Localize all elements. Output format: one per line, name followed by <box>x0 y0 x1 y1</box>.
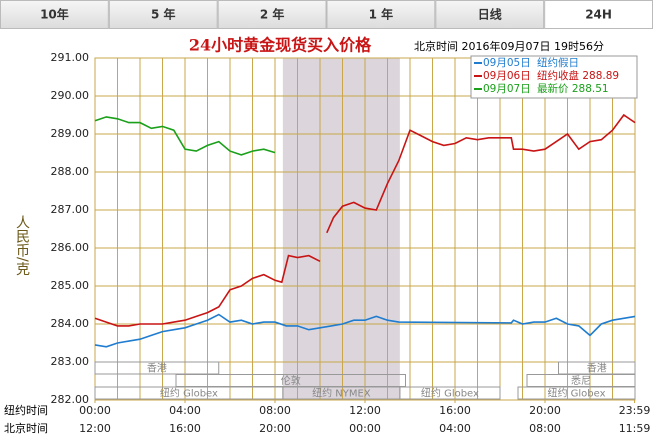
tab-label[interactable]: 2 年 <box>260 7 285 22</box>
x-tick-label: 00:00 <box>79 404 111 417</box>
session-label: 悉尼 <box>571 375 591 387</box>
y-tick-label: 282.00 <box>51 393 90 406</box>
session-label: 纽约 Globex <box>160 387 218 400</box>
x-axis-label: 北京时间 <box>4 421 48 435</box>
session-label: 纽约 NYMEX <box>312 387 371 400</box>
series-line <box>94 313 636 348</box>
session-label: 伦敦 <box>281 374 301 387</box>
legend-note: 纽约假日 <box>537 56 579 69</box>
series-line <box>94 113 636 327</box>
tab-label[interactable]: 日线 <box>478 7 502 22</box>
series-line <box>94 116 276 156</box>
tab-label[interactable]: 10年 <box>40 7 69 22</box>
session-label: 纽约 Globex <box>421 387 479 400</box>
x-tick-label: 23:59 <box>619 404 651 417</box>
legend-name: 09月05日 <box>483 57 531 69</box>
timestamp: 北京时间 2016年09月07日 19时56分 <box>414 39 604 53</box>
x-tick-label: 04:00 <box>439 422 471 435</box>
chart-title: 24小时黄金现货买入价格 <box>189 36 372 55</box>
x-tick-label: 04:00 <box>169 404 201 417</box>
session-label: 香港 <box>587 363 607 375</box>
x-tick-label: 20:00 <box>259 422 291 435</box>
x-tick-label: 08:00 <box>529 422 561 435</box>
tab[interactable] <box>544 0 653 29</box>
y-tick-label: 283.00 <box>51 355 90 368</box>
y-tick-label: 289.00 <box>51 127 90 140</box>
shaded-region <box>282 58 400 400</box>
x-tick-label: 11:59 <box>619 422 651 435</box>
y-tick-label: 290.00 <box>51 89 90 102</box>
tab[interactable] <box>326 0 436 29</box>
x-tick-label: 16:00 <box>169 422 201 435</box>
y-tick-label: 284.00 <box>51 317 90 330</box>
x-tick-label: 12:00 <box>79 422 111 435</box>
tab[interactable] <box>435 0 545 29</box>
legend <box>470 55 638 99</box>
x-tick-label: 20:00 <box>529 404 561 417</box>
session-label: 香港 <box>147 363 167 375</box>
legend-note: 最新价 288.51 <box>537 82 609 95</box>
x-tick-label: 08:00 <box>259 404 291 417</box>
session-box <box>94 361 220 375</box>
y-tick-label: 287.00 <box>51 203 90 216</box>
session-box <box>517 386 636 400</box>
tab[interactable] <box>0 0 109 29</box>
y-tick-label: 288.00 <box>51 165 90 178</box>
x-axis-label: 纽约时间 <box>4 403 48 417</box>
legend-note: 纽约收盘 288.89 <box>537 69 619 82</box>
x-tick-label: 16:00 <box>439 404 471 417</box>
legend-name: 09月06日 <box>483 70 531 82</box>
y-tick-label: 285.00 <box>51 279 90 292</box>
y-tick-label: 286.00 <box>51 241 90 254</box>
tab[interactable] <box>108 0 218 29</box>
legend-name: 09月07日 <box>483 83 531 95</box>
y-tick-label: 291.00 <box>51 51 90 64</box>
tab-label[interactable]: 1 年 <box>369 7 394 22</box>
session-box <box>399 386 501 400</box>
tab[interactable] <box>217 0 327 29</box>
x-tick-label: 00:00 <box>349 422 381 435</box>
tab-label[interactable]: 5 年 <box>151 7 176 22</box>
session-label: 纽约 Globex <box>547 387 605 400</box>
y-axis-label: 人民币/克 <box>14 215 30 277</box>
tab-label[interactable]: 24H <box>585 8 612 22</box>
x-tick-label: 12:00 <box>349 404 381 417</box>
